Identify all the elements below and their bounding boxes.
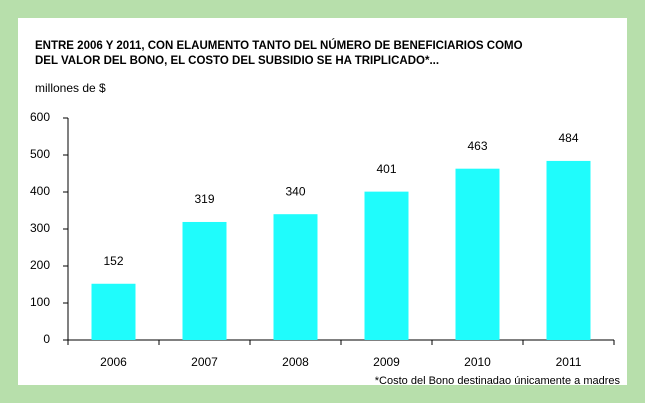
x-tick-label: 2007: [191, 355, 218, 369]
bar: [91, 283, 136, 340]
y-tick-label: 500: [30, 147, 50, 161]
x-tick-label: 2006: [100, 355, 127, 369]
y-tick-label: 400: [30, 184, 50, 198]
chart-title: DEL VALOR DEL BONO, EL COSTO DEL SUBSIDI…: [35, 55, 439, 67]
y-tick-label: 300: [30, 221, 50, 235]
bar: [364, 191, 409, 340]
y-tick-label: 100: [30, 295, 50, 309]
y-axis-label: millones de $: [35, 81, 106, 95]
data-label: 152: [103, 254, 123, 268]
y-tick-label: 0: [43, 332, 50, 346]
x-tick-label: 2010: [464, 355, 491, 369]
data-label: 340: [285, 184, 305, 198]
data-label: 401: [376, 162, 396, 176]
x-tick-label: 2008: [282, 355, 309, 369]
x-tick-label: 2009: [373, 355, 400, 369]
bar: [546, 160, 591, 340]
data-label: 484: [558, 131, 578, 145]
y-tick-label: 600: [30, 110, 50, 124]
bar: [455, 168, 500, 340]
chart-title: ENTRE 2006 Y 2011, CON ELAUMENTO TANTO D…: [35, 39, 523, 52]
bar: [273, 214, 318, 340]
footnote: *Costo del Bono destinadao únicamente a …: [375, 375, 621, 387]
bar: [182, 221, 227, 340]
data-label: 319: [194, 192, 214, 206]
data-label: 463: [467, 139, 487, 153]
y-tick-label: 200: [30, 258, 50, 272]
x-tick-label: 2011: [556, 355, 582, 369]
